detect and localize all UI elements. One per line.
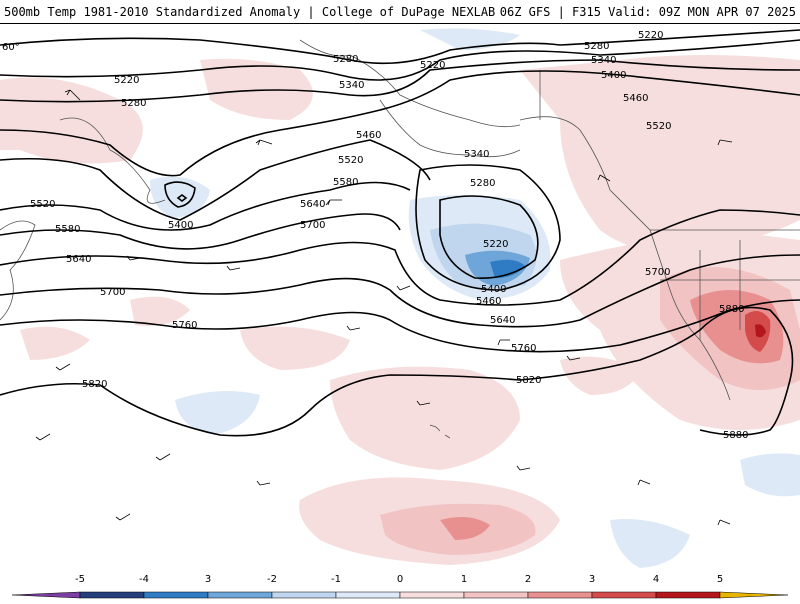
colorbar-tick-label: -4 (139, 574, 149, 585)
svg-text:5640: 5640 (490, 315, 515, 326)
svg-text:5880: 5880 (719, 304, 744, 315)
title-bar: 500mb Temp 1981-2010 Standardized Anomal… (0, 0, 800, 24)
svg-text:5280: 5280 (470, 178, 495, 189)
svg-text:5220: 5220 (483, 239, 508, 250)
svg-text:5580: 5580 (333, 177, 358, 188)
svg-text:5820: 5820 (516, 375, 541, 386)
colorbar-tick-label: 1 (461, 574, 467, 585)
svg-text:5220: 5220 (114, 75, 139, 86)
svg-text:60°: 60° (2, 42, 20, 53)
svg-text:5460: 5460 (623, 93, 648, 104)
svg-text:5400: 5400 (601, 70, 626, 81)
svg-text:5760: 5760 (511, 343, 536, 354)
svg-text:5280: 5280 (121, 98, 146, 109)
svg-text:5880: 5880 (723, 430, 748, 441)
svg-text:5460: 5460 (356, 130, 381, 141)
svg-text:5640: 5640 (66, 254, 91, 265)
wind-barbs (35, 89, 733, 526)
colorbar-tick-label: 2 (525, 574, 531, 585)
svg-text:5640: 5640 (300, 199, 325, 210)
svg-text:5460: 5460 (476, 296, 501, 307)
anomaly-map: 60° 5220 5280 5280 5340 5220 5460 5520 5… (0, 24, 800, 571)
colorbar-tick-label: 0 (397, 574, 403, 585)
height-contours (0, 29, 800, 437)
svg-text:5580: 5580 (55, 224, 80, 235)
svg-text:5220: 5220 (420, 60, 445, 71)
colorbar-tick-label: 3 (589, 574, 595, 585)
coastlines (0, 39, 800, 439)
colorbar-swatches (11, 591, 789, 599)
colorbar-tick-label: 5 (717, 574, 723, 585)
colorbar-legend: -5 -4 3 -2 -1 0 1 2 3 4 5 (0, 571, 800, 600)
svg-text:5280: 5280 (584, 41, 609, 52)
svg-text:5280: 5280 (333, 54, 358, 65)
svg-text:5340: 5340 (591, 55, 616, 66)
svg-text:5520: 5520 (338, 155, 363, 166)
colorbar-tick-label: 3 (205, 574, 211, 585)
svg-text:5700: 5700 (300, 220, 325, 231)
svg-text:5520: 5520 (30, 199, 55, 210)
warm-anomaly-shading (0, 55, 800, 565)
colorbar-tick-label: 4 (653, 574, 659, 585)
cold-anomaly-shading (150, 28, 800, 568)
run-valid-time: 06Z GFS | F315 Valid: 09Z MON APR 07 202… (499, 5, 796, 19)
svg-text:5340: 5340 (339, 80, 364, 91)
contour-labels: 60° 5220 5280 5280 5340 5220 5460 5520 5… (2, 30, 748, 441)
product-title: 500mb Temp 1981-2010 Standardized Anomal… (4, 5, 496, 19)
svg-text:5520: 5520 (646, 121, 671, 132)
svg-text:5700: 5700 (100, 287, 125, 298)
svg-text:5700: 5700 (645, 267, 670, 278)
svg-text:5400: 5400 (168, 220, 193, 231)
colorbar-tick-label: -1 (331, 574, 341, 585)
colorbar-tick-labels: -5 -4 3 -2 -1 0 1 2 3 4 5 (75, 574, 723, 585)
colorbar-tick-label: -5 (75, 574, 85, 585)
colorbar-tick-label: -2 (267, 574, 277, 585)
svg-text:5340: 5340 (464, 149, 489, 160)
svg-text:5220: 5220 (638, 30, 663, 41)
svg-text:5760: 5760 (172, 320, 197, 331)
svg-text:5820: 5820 (82, 379, 107, 390)
svg-text:5400: 5400 (481, 284, 506, 295)
